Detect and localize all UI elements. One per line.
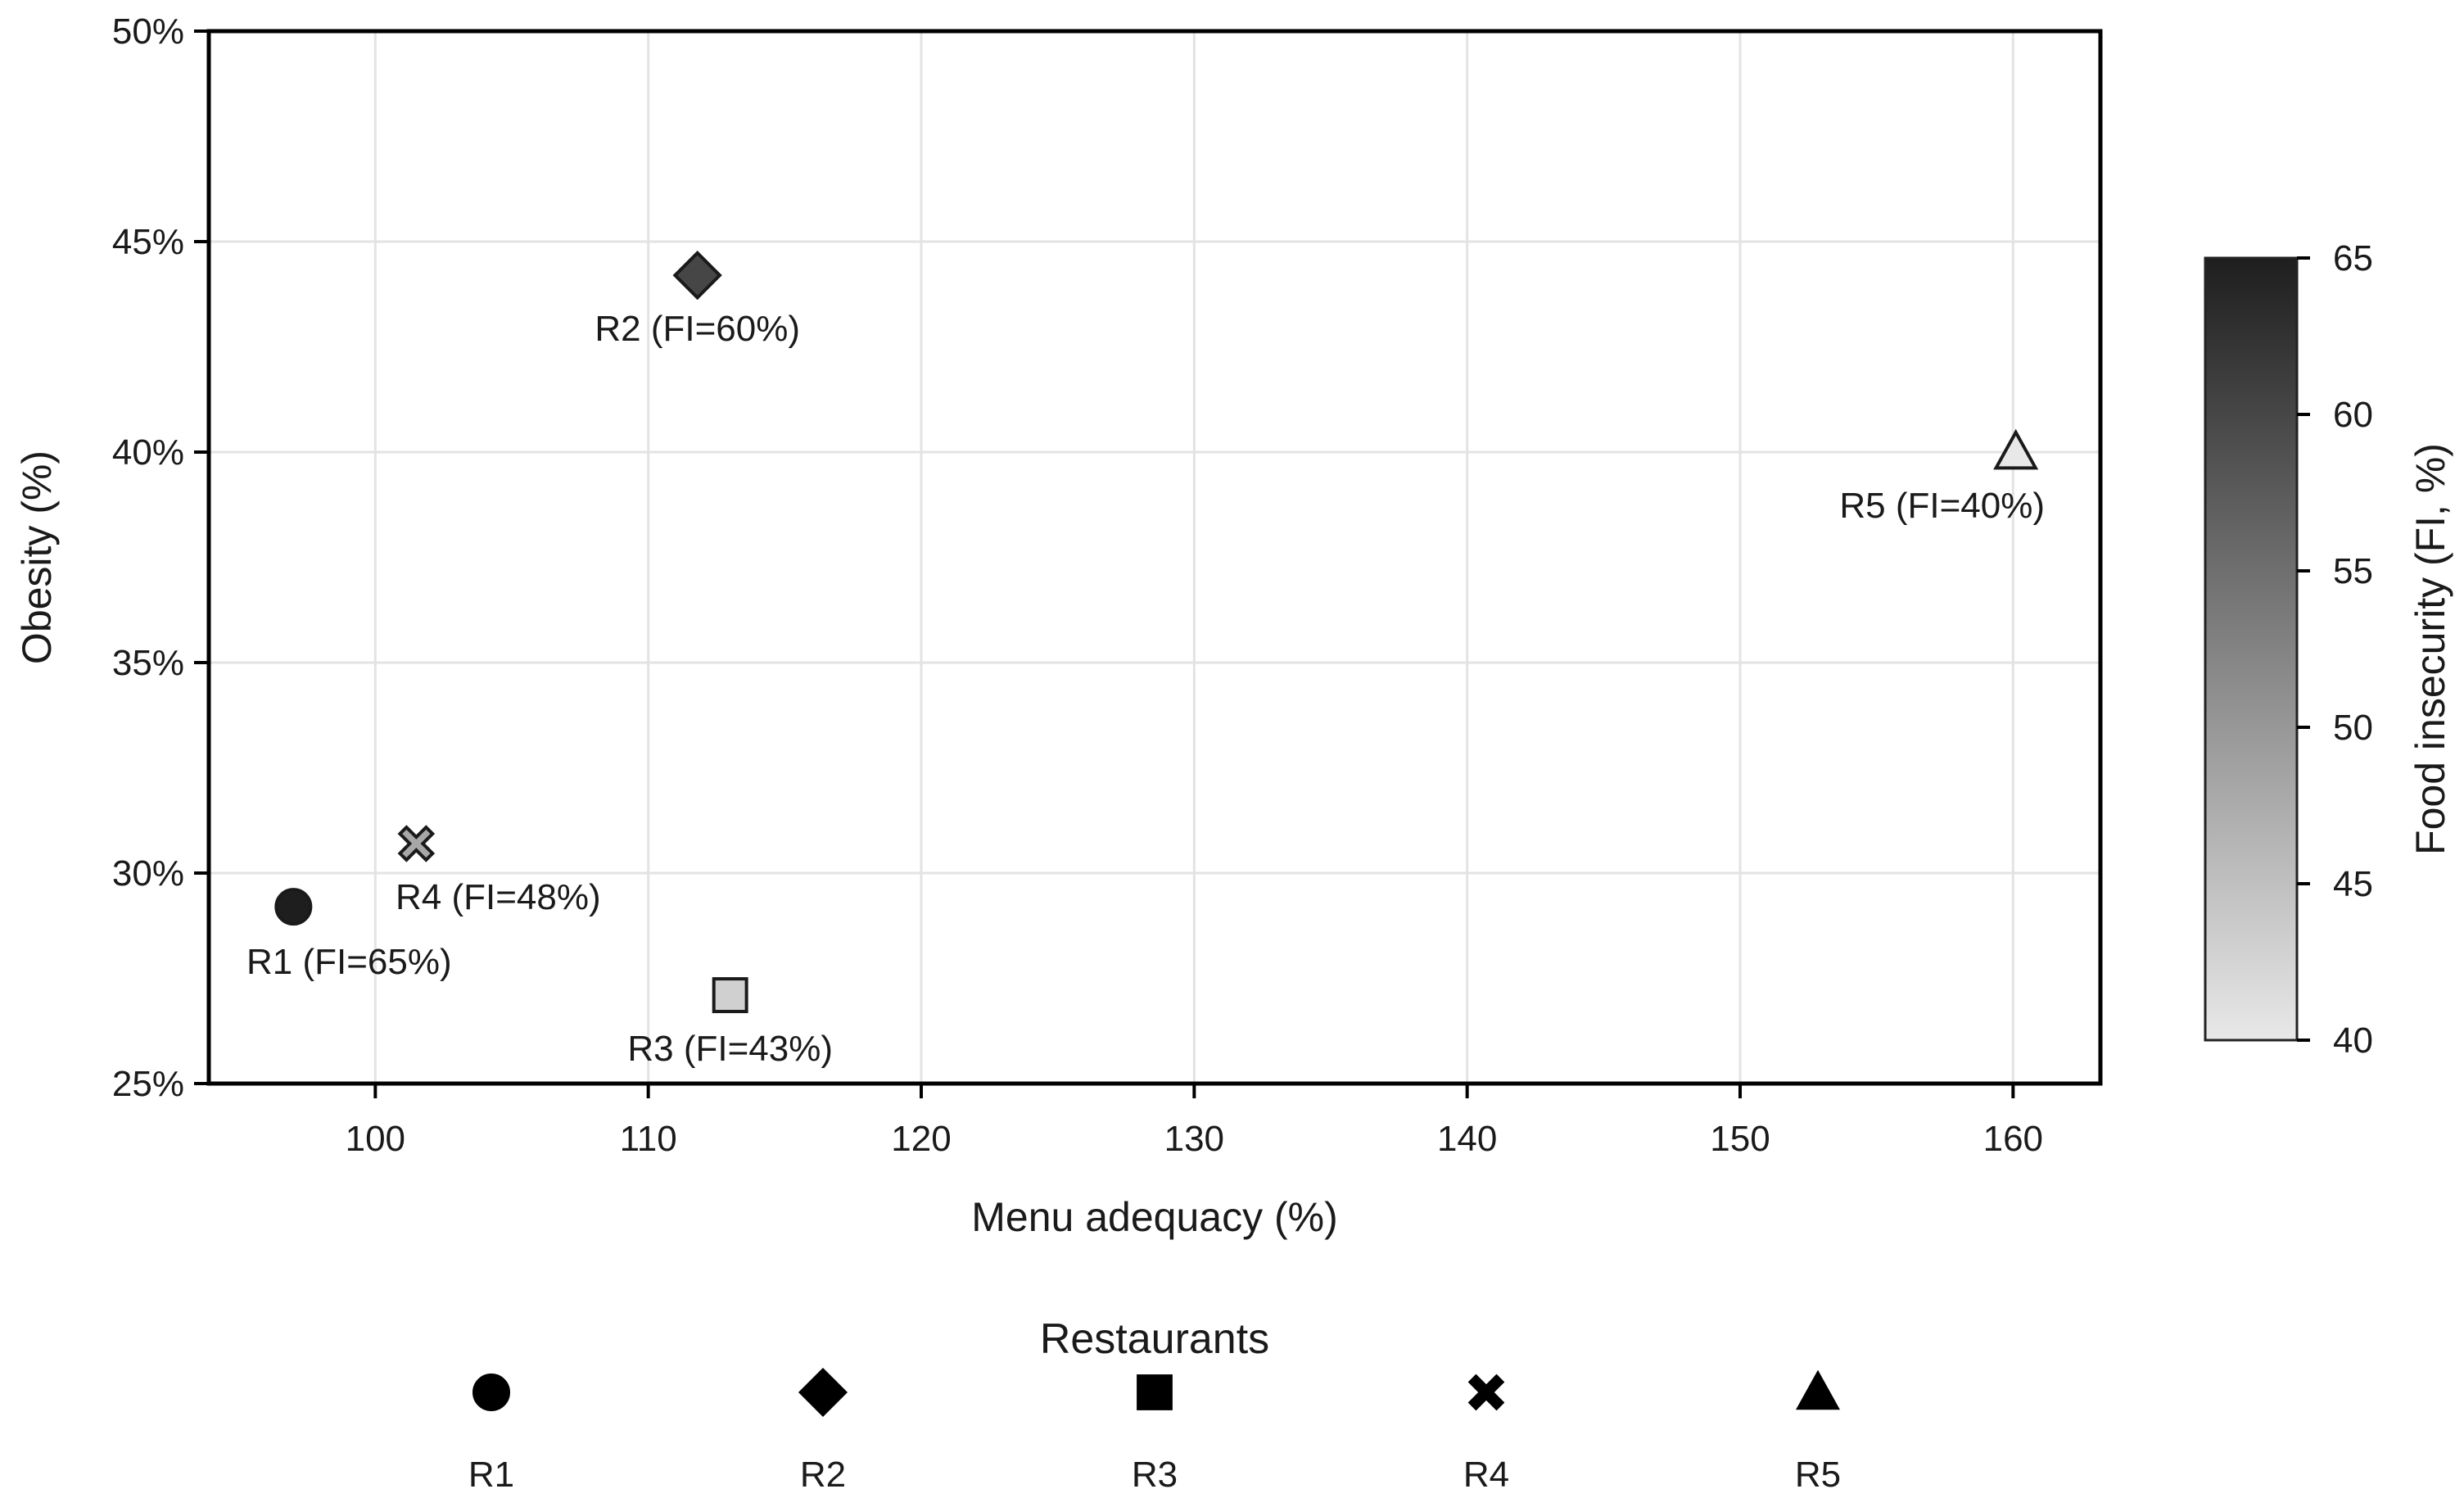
point-label-r5: R5 (FI=40%) (1839, 486, 2045, 526)
colorbar-tick-label: 60 (2333, 395, 2373, 435)
y-tick-label: 35% (112, 643, 184, 683)
point-label-r2: R2 (FI=60%) (595, 309, 800, 349)
x-tick-label: 100 (346, 1119, 405, 1159)
legend-marker-r5 (1796, 1369, 1840, 1410)
y-tick-label: 40% (112, 432, 184, 473)
grid (209, 31, 2100, 1084)
legend-marker-r3 (1137, 1374, 1173, 1410)
x-tick-label: 120 (891, 1119, 951, 1159)
x-tick-label: 130 (1164, 1119, 1224, 1159)
y-axis-label: Obesity (%) (14, 450, 60, 664)
legend-marker-r2 (798, 1367, 848, 1418)
colorbar-tick-label: 40 (2333, 1021, 2373, 1061)
colorbar-tick-label: 65 (2333, 238, 2373, 278)
legend-label-r1: R1 (468, 1455, 514, 1495)
x-tick-label: 150 (1710, 1119, 1770, 1159)
point-r1 (274, 888, 313, 926)
y-tick-label: 25% (112, 1064, 184, 1104)
point-r3 (712, 977, 748, 1014)
point-r5 (1993, 428, 2039, 470)
y-tick-label: 45% (112, 222, 184, 262)
point-label-r1: R1 (FI=65%) (246, 942, 452, 982)
legend-label-r2: R2 (800, 1455, 846, 1495)
x-tick-label: 140 (1437, 1119, 1497, 1159)
colorbar-label: Food insecurity (FI, %) (2407, 443, 2453, 855)
data-points: R1 (FI=65%) R2 (FI=60%) R3 (FI=43%) R4 (FI=… (246, 250, 2045, 1069)
colorbar-tick-label: 50 (2333, 708, 2373, 748)
colorbar-tick-label: 45 (2333, 864, 2373, 904)
colorbar-ticks: 40 45 50 55 60 65 (2297, 238, 2373, 1061)
legend-items: R1 R2 R3 R4 R5 (468, 1367, 1841, 1495)
legend-marker-r4 (1467, 1373, 1505, 1411)
point-r4 (397, 825, 436, 862)
point-label-r4: R4 (FI=48%) (396, 877, 601, 917)
colorbar-tick-label: 55 (2333, 551, 2373, 591)
legend-title: Restaurants (1040, 1315, 1269, 1363)
y-tick-label: 30% (112, 853, 184, 894)
colorbar-gradient (2204, 256, 2299, 1042)
y-tick-label: 50% (112, 11, 184, 52)
x-tick-label: 160 (1983, 1119, 2043, 1159)
legend-label-r3: R3 (1132, 1455, 1178, 1495)
legend-marker-r1 (472, 1373, 510, 1411)
legend-label-r4: R4 (1463, 1455, 1509, 1495)
legend-label-r5: R5 (1795, 1455, 1841, 1495)
x-tick-label: 110 (620, 1119, 677, 1159)
plot-frame (206, 29, 2103, 1086)
legend: Restaurants R1 R2 R3 R4 R5 (468, 1315, 1841, 1495)
axes: 100 110 120 130 140 150 160 25% 30% 35% 40% 45% 50% (112, 11, 2043, 1159)
x-axis-label: Menu adequacy (%) (971, 1194, 1337, 1240)
colorbar: 40 45 50 55 60 65 Food insecurity (FI, %) (2204, 238, 2453, 1061)
point-label-r3: R3 (FI=43%) (627, 1029, 833, 1069)
point-r2 (672, 250, 722, 301)
